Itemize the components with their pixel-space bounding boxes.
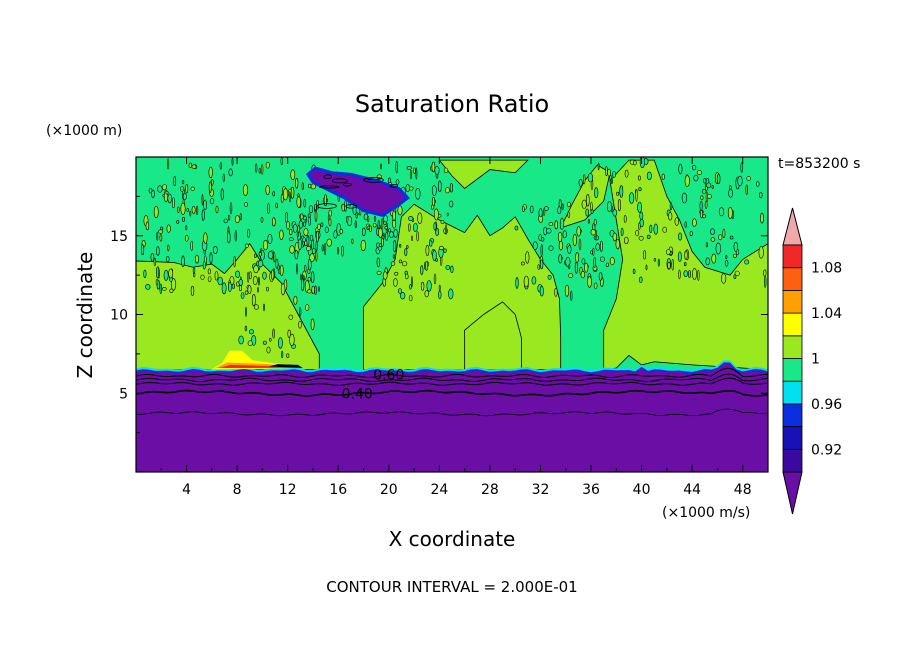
region-lower-dry: [136, 363, 768, 472]
colorbar-label: 0.96: [811, 397, 842, 413]
colorbar-segment: [782, 380, 803, 405]
x-tick-label: 4: [182, 482, 191, 498]
x-tick-label: 40: [633, 482, 651, 498]
contour-field: 0.600.40: [136, 157, 768, 472]
contour-speckle: [141, 157, 767, 359]
colorbar-segment: [782, 335, 803, 359]
colorbar-segment: [782, 289, 803, 314]
x-tick-label: 12: [279, 482, 297, 498]
colorbar-segment: [782, 358, 803, 382]
contour-label: 0.60: [373, 367, 404, 383]
colorbar-label: 0.92: [811, 442, 842, 458]
colorbar-segment: [782, 403, 803, 427]
x-tick-label: 44: [683, 482, 701, 498]
region-supersaturated-5: [438, 159, 529, 190]
chart-title: Saturation Ratio: [355, 90, 549, 118]
x-ticks: 4 8 12 16 20 24 28 32 36 40 44 48: [160, 157, 752, 498]
footer-contour-interval: CONTOUR INTERVAL = 2.000E-01: [326, 578, 577, 596]
colorbar-label: 1.08: [811, 261, 842, 277]
x-tick-label: 48: [734, 482, 752, 498]
contour-label: 0.40: [342, 386, 373, 402]
y-unit-label: (×1000 m): [46, 123, 122, 139]
x-tick-label: 32: [532, 482, 550, 498]
x-tick-label: 16: [329, 482, 347, 498]
dry-patch-top: [305, 166, 411, 217]
y-ticks: 5 10 15: [110, 195, 768, 434]
x-tick-label: 20: [380, 482, 398, 498]
x-tick-label: 36: [582, 482, 600, 498]
colorbar-segment: [782, 448, 803, 473]
x-tick-label: 24: [430, 482, 448, 498]
x-unit-label: (×1000 m/s): [662, 505, 750, 521]
y-axis-label: Z coordinate: [73, 252, 97, 379]
x-axis-label: X coordinate: [389, 527, 516, 551]
y-tick-label: 10: [110, 308, 128, 324]
contour-lines-lower: [136, 367, 768, 417]
time-label: t=853200 s: [778, 156, 860, 172]
region-supersaturated-2: [464, 301, 522, 371]
y-tick-label: 5: [119, 386, 128, 402]
y-tick-label: 15: [110, 229, 128, 245]
x-tick-label: 28: [481, 482, 499, 498]
colorbar-under-arrow: [782, 471, 803, 515]
colorbar: 0.92 0.96 1 1.04 1.08: [782, 207, 842, 515]
x-tick-label: 8: [233, 482, 242, 498]
colorbar-label: 1: [811, 352, 820, 368]
colorbar-over-arrow: [782, 207, 803, 246]
colorbar-label: 1.04: [811, 306, 842, 322]
colorbar-segment: [782, 426, 803, 450]
colorbar-segment: [782, 267, 803, 291]
supersat-cap: [210, 350, 303, 370]
colorbar-segment: [782, 312, 803, 337]
region-supersaturated-4: [559, 164, 611, 229]
colorbar-segment: [782, 244, 803, 269]
